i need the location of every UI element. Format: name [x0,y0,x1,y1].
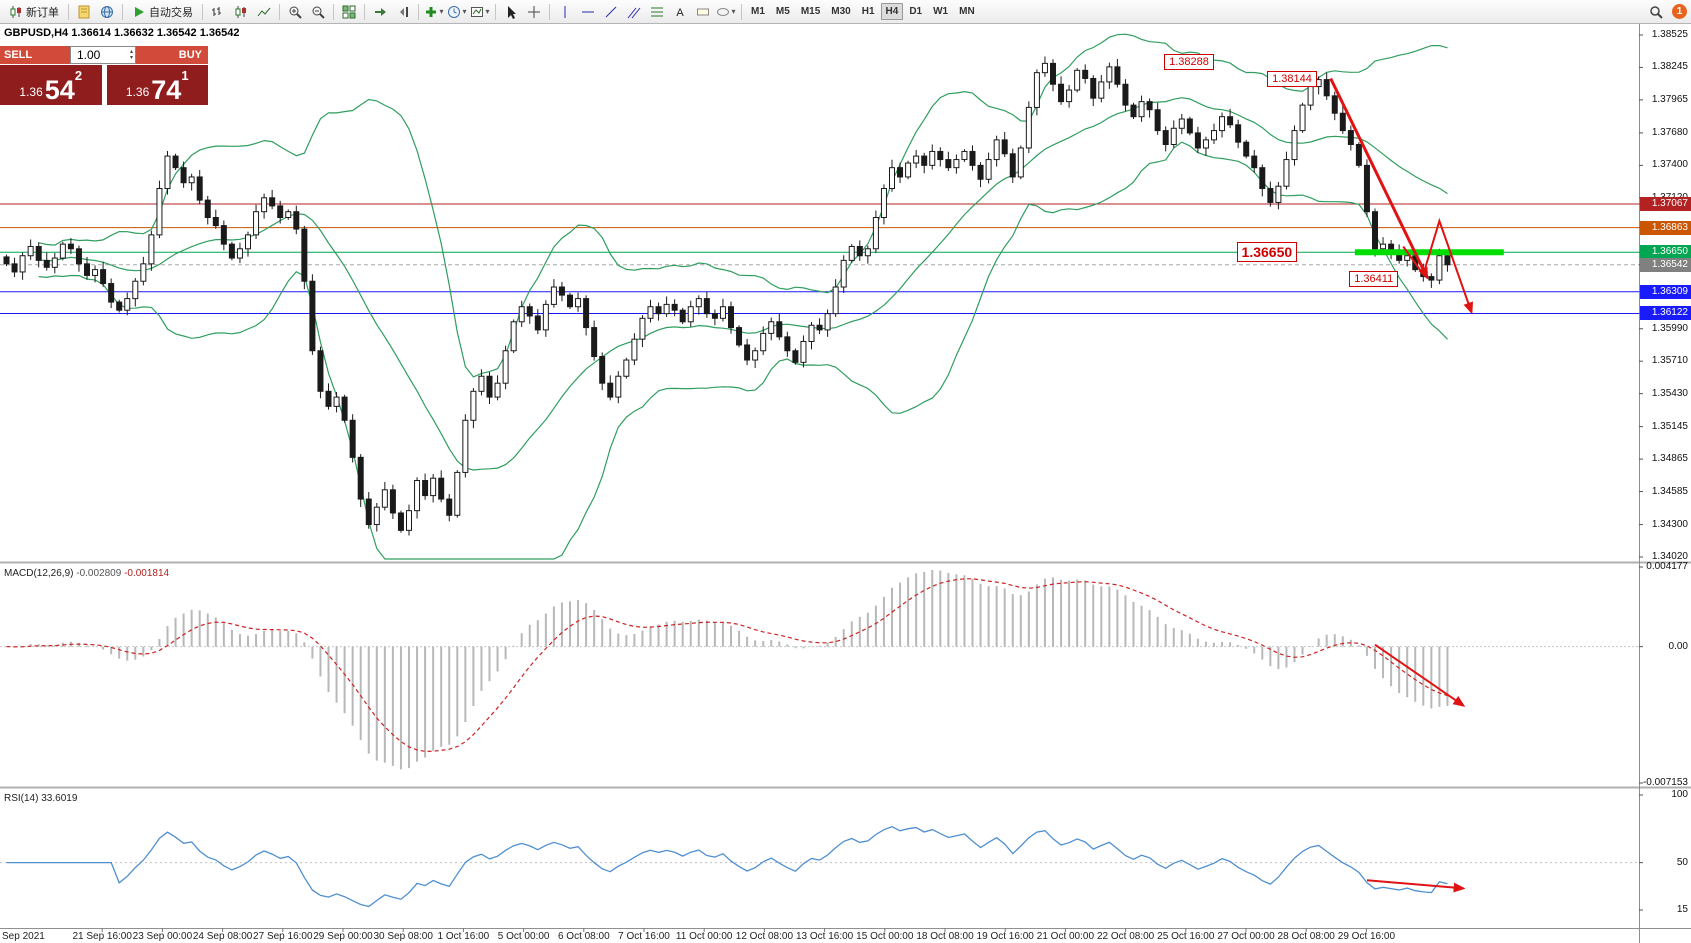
notification-badge[interactable]: 1 [1672,4,1687,19]
trend-arrow[interactable] [1329,77,1429,280]
tf-m30[interactable]: M30 [831,6,851,17]
templates-dropdown[interactable]: ▾ [469,1,491,22]
tf-w1[interactable]: W1 [933,6,949,17]
rsi-indicator-label: RSI(14) 33.6019 [4,793,77,804]
toolbar-separator [741,3,742,20]
volume-stepper[interactable]: ▴ ▾ [129,49,133,61]
macd-histogram [13,570,1449,770]
svg-text:A: A [676,7,684,19]
channel-icon[interactable] [623,1,645,22]
toolbar-separator [418,3,419,20]
metaeditor-icon[interactable] [73,1,95,22]
trendline-icon[interactable] [600,1,622,22]
bar-chart-icon[interactable] [207,1,229,22]
macd-indicator-label: MACD(12,26,9) -0.002809 -0.001814 [4,568,169,579]
shapes-dropdown[interactable]: ▾ [715,1,737,22]
horizontal-line-icon[interactable] [577,1,599,22]
buy-header[interactable]: BUY [136,46,208,64]
search-icon[interactable] [1645,1,1667,22]
tile-windows-icon[interactable] [338,1,360,22]
trend-arrows[interactable] [1329,77,1473,893]
buy-price-big: 74 [151,74,182,105]
trend-arrow[interactable] [1374,643,1466,707]
sell-button[interactable]: 1.36 54 2 [0,65,102,105]
tf-m15[interactable]: M15 [800,6,821,17]
line-chart-icon[interactable] [253,1,275,22]
sell-header[interactable]: SELL [0,46,70,64]
chart-shift-icon[interactable] [392,1,414,22]
label-icon[interactable] [692,1,714,22]
one-click-trading-panel: SELL 1.00 ▴ ▾ BUY 1.36 54 2 1.36 74 1 [0,46,208,105]
tf-h1[interactable]: H1 [861,6,875,17]
toolbar-separator [364,3,365,20]
toolbar-separator [68,3,69,20]
text-icon[interactable]: A [669,1,691,22]
rsi-name: RSI(14) [4,793,39,804]
buy-price-small: 1.36 [125,85,150,99]
trend-arrow[interactable] [1402,217,1473,315]
toolbar: 新订单 自动交易 ▾ ▾ ▾ A ▾ M1 M5 M15 M30 H1 H4 D1 W1 MN 1 [0,0,1691,24]
macd-main-value: -0.002809 [76,568,122,579]
volume-value[interactable]: 1.00 [77,48,101,62]
toolbar-separator [333,3,334,20]
chart-title: GBPUSD,H4 1.36614 1.36632 1.36542 1.3654… [4,27,239,39]
candlestick-series [3,56,1451,536]
toolbar-separator [549,3,550,20]
rsi-value: 33.6019 [41,793,78,804]
zoom-out-icon[interactable] [307,1,329,22]
macd-name: MACD(12,26,9) [4,568,74,579]
toolbar-separator [202,3,203,20]
zoom-in-icon[interactable] [284,1,306,22]
fibonacci-icon[interactable] [646,1,668,22]
chart-title-text: GBPUSD,H4 1.36614 1.36632 1.36542 1.3654… [4,27,240,39]
auto-trading-button[interactable]: 自动交易 [127,2,198,22]
horizontal-level-lines[interactable] [0,203,1639,314]
market-watch-icon[interactable] [96,1,118,22]
tf-m5[interactable]: M5 [775,6,790,17]
tf-mn[interactable]: MN [959,6,975,17]
toolbar-separator [495,3,496,20]
tf-d1[interactable]: D1 [909,6,923,17]
trend-arrow[interactable] [1366,879,1466,893]
tf-m1[interactable]: M1 [751,6,765,17]
sell-price-small: 1.36 [19,85,43,99]
bollinger-bands [38,33,1448,560]
macd-signal-value: -0.001814 [124,568,170,579]
cursor-icon[interactable] [500,1,522,22]
toolbar-separator [122,3,123,20]
new-order-button[interactable]: 新订单 [4,2,64,22]
sell-price-big: 54 [44,74,75,105]
sell-price-sup: 2 [74,68,83,83]
buy-button[interactable]: 1.36 74 1 [106,65,208,105]
periods-dropdown[interactable]: ▾ [446,1,468,22]
indicators-dropdown[interactable]: ▾ [426,6,444,17]
volume-input[interactable]: 1.00 ▴ ▾ [70,46,136,64]
buy-price-sup: 1 [181,68,189,83]
macd-signal-line [6,578,1448,753]
tf-h4[interactable]: H4 [880,3,904,20]
crosshair-icon[interactable] [523,1,545,22]
auto-scroll-icon[interactable] [369,1,391,22]
vertical-line-icon[interactable] [554,1,576,22]
toolbar-separator [279,3,280,20]
candlestick-chart-icon[interactable] [230,1,252,22]
rsi-line [6,825,1448,908]
